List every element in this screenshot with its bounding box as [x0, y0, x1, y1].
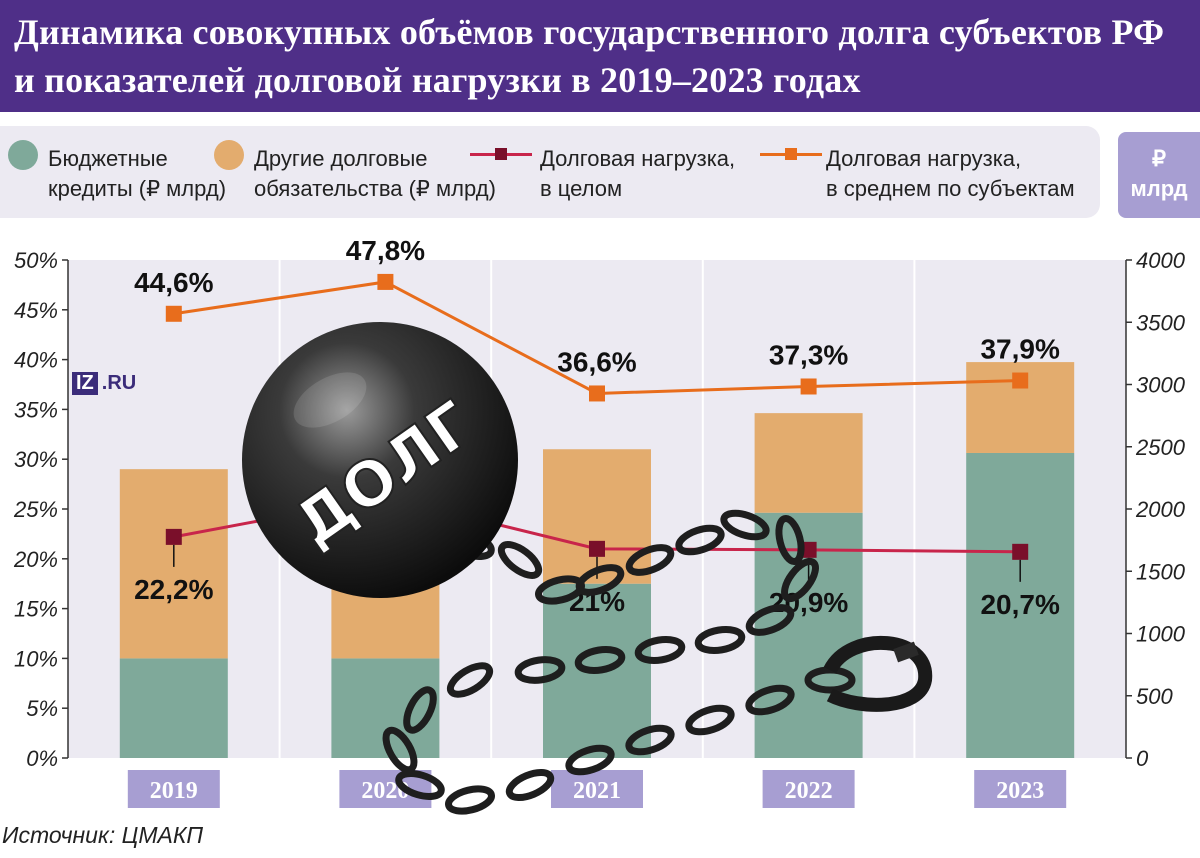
chain-link [775, 515, 805, 565]
chain-link [685, 704, 735, 736]
legend-other-swatch [214, 140, 244, 170]
left-tick-label: 45% [14, 298, 58, 323]
iz-logo: IZ .RU [72, 372, 136, 395]
legend-avg-label: Долговая нагрузка, в среднем по субъектам [826, 146, 1075, 201]
legend-load-label: Долговая нагрузка, в целом [540, 146, 736, 201]
load-marker-2021 [589, 540, 605, 557]
year-label-2023: 2023 [996, 778, 1044, 804]
legend-budget-swatch [8, 140, 38, 170]
chain-link [403, 686, 437, 734]
shackle [823, 635, 933, 712]
right-tick-label: 2500 [1135, 435, 1186, 460]
avg-label-2020: 47,8% [346, 240, 425, 266]
left-tick-label: 10% [14, 646, 58, 671]
chain-link [745, 604, 795, 636]
left-tick-label: 25% [13, 497, 58, 522]
chain-link [446, 662, 494, 698]
load-label-2019: 22,2% [134, 574, 213, 605]
left-tick-label: 20% [13, 547, 58, 572]
chain-link [395, 770, 445, 800]
avg-marker-2019 [165, 305, 182, 322]
bar-other-2022 [754, 413, 863, 513]
right-tick-label: 3500 [1136, 310, 1186, 335]
chain-link [505, 768, 555, 802]
chain-link [445, 785, 495, 815]
chain-link [625, 544, 675, 576]
right-tick-label: 1500 [1136, 559, 1186, 584]
unit-badge: ₽ млрд [1118, 132, 1200, 218]
avg-marker-2021 [589, 385, 605, 402]
year-label-2022: 2022 [785, 778, 833, 804]
bar-budget-2023 [966, 452, 1075, 758]
chain-link [634, 635, 686, 665]
legend-avg-marker [785, 148, 797, 160]
avg-label-2019: 44,6% [134, 267, 213, 298]
source-note: Источник: ЦМАКП [2, 822, 204, 848]
chain-link [694, 625, 746, 655]
year-label-2021: 2021 [573, 778, 621, 804]
bar-budget-2019 [119, 658, 228, 758]
chain-link [781, 557, 819, 603]
legend: Бюджетные кредиты (₽ млрд) Другие долговы… [0, 126, 1100, 218]
year-box-2022 [762, 770, 855, 808]
avg-label-2022: 37,3% [769, 339, 848, 370]
shackle-bolt [893, 641, 919, 663]
avg-label-2021: 36,6% [557, 346, 636, 377]
chain-link [625, 724, 675, 756]
avg-marker-2022 [800, 378, 817, 395]
left-tick-label: 0% [26, 746, 58, 771]
chain-link [382, 726, 418, 774]
weight-ball [242, 322, 518, 598]
year-box-2021 [551, 770, 643, 808]
avg-marker-2023 [1012, 372, 1029, 389]
chain-link [514, 656, 566, 684]
chain-link [720, 509, 770, 541]
title-band: Динамика совокупных объёмов государствен… [0, 0, 1200, 112]
year-label-2019: 2019 [150, 778, 198, 804]
year-box-2023 [974, 770, 1067, 808]
left-tick-label: 30% [14, 447, 58, 472]
legend-budget-label: Бюджетные кредиты (₽ млрд) [48, 146, 227, 201]
right-tick-label: 0 [1136, 746, 1149, 771]
right-tick-label: 1000 [1136, 622, 1186, 647]
avg-marker-2020 [377, 273, 394, 290]
chain-link [745, 684, 795, 716]
left-tick-label: 35% [14, 397, 58, 422]
chain-link [575, 564, 625, 596]
chain-link [497, 541, 543, 579]
right-tick-label: 500 [1136, 684, 1173, 709]
load-marker-2023 [1012, 543, 1029, 560]
chain-link [675, 524, 725, 556]
chart-title: Динамика совокупных объёмов государствен… [14, 12, 1165, 100]
left-tick-label: 15% [14, 597, 58, 622]
avg-label-2023: 37,9% [980, 334, 1059, 365]
chart-svg: 0% 5% 10% 15% 20% 25% 30% 35% 40% 45% 50% 0 500 1000 1… [13, 240, 1186, 815]
chain-link [574, 645, 626, 675]
load-marker-2019 [165, 528, 182, 545]
year-box-2019 [127, 770, 220, 808]
legend-load-marker [495, 148, 507, 160]
right-tick-label: 2000 [1135, 497, 1186, 522]
left-tick-label: 50% [14, 248, 58, 273]
legend-other-label: Другие долговые обязательства (₽ млрд) [254, 146, 496, 201]
ball-and-chain-illustration: ДОЛГ [242, 322, 933, 815]
load-marker-2022 [800, 541, 817, 558]
left-tick-label: 40% [14, 348, 58, 373]
chain-link [565, 744, 615, 776]
load-label-2022: 20,9% [769, 587, 848, 618]
right-tick-label: 3000 [1136, 373, 1186, 398]
ball-highlight [293, 372, 367, 428]
right-tick-label: 4000 [1136, 248, 1186, 273]
load-label-2023: 20,7% [980, 589, 1059, 620]
left-tick-label: 5% [26, 696, 58, 721]
